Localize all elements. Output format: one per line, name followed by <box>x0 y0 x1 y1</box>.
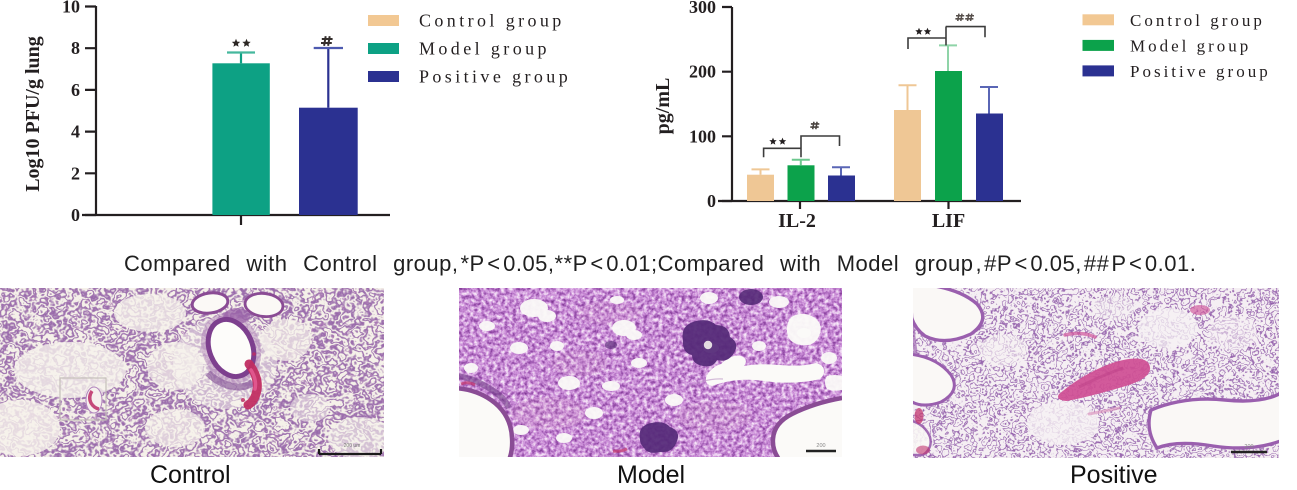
svg-text:300: 300 <box>689 0 716 17</box>
svg-text:0: 0 <box>71 205 80 225</box>
svg-text:Positive group: Positive group <box>1130 62 1271 81</box>
svg-text:Model group: Model group <box>419 39 550 59</box>
svg-text:Log10 PFU/g lung: Log10 PFU/g lung <box>22 36 44 192</box>
svg-text:Control group: Control group <box>1130 11 1265 30</box>
svg-text:pg/mL: pg/mL <box>652 78 674 135</box>
svg-text:Control group: Control group <box>419 11 565 31</box>
svg-text:10: 10 <box>62 0 80 17</box>
svg-text:Positive group: Positive group <box>419 67 571 87</box>
svg-text:8: 8 <box>71 38 80 58</box>
svg-text:200: 200 <box>1244 444 1253 450</box>
svg-text:100: 100 <box>689 126 716 146</box>
svg-text:2: 2 <box>71 163 80 183</box>
svg-text:200: 200 <box>689 62 716 82</box>
svg-text:6: 6 <box>71 80 80 100</box>
svg-text:Model group: Model group <box>1130 36 1251 55</box>
svg-text:0: 0 <box>707 191 716 211</box>
svg-text:4: 4 <box>71 122 80 142</box>
svg-text:LIF: LIF <box>932 210 965 232</box>
svg-text:IL-2: IL-2 <box>778 210 816 232</box>
svg-text:200: 200 <box>816 443 825 449</box>
svg-text:200 um: 200 um <box>344 443 361 449</box>
